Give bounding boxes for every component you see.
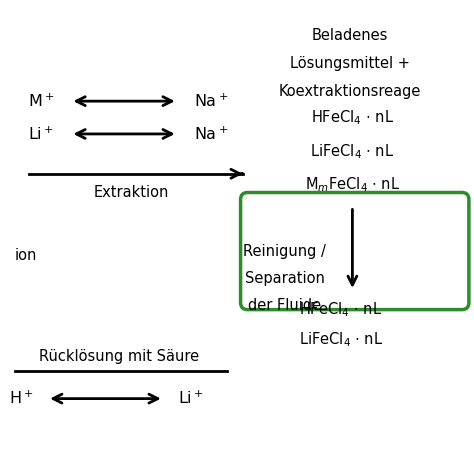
Text: HFeCl$_4$ $\cdot$ nL: HFeCl$_4$ $\cdot$ nL bbox=[311, 108, 394, 127]
Text: Na$^+$: Na$^+$ bbox=[194, 125, 228, 143]
Text: der Fluide: der Fluide bbox=[248, 298, 321, 313]
Text: Rücklösung mit Säure: Rücklösung mit Säure bbox=[39, 349, 200, 364]
Text: Reinigung /: Reinigung / bbox=[244, 244, 326, 258]
Text: Extraktion: Extraktion bbox=[93, 185, 169, 200]
Text: HFeCl$_4$ $\cdot$ nL: HFeCl$_4$ $\cdot$ nL bbox=[299, 300, 382, 319]
Text: Li$^+$: Li$^+$ bbox=[28, 125, 54, 143]
Text: Koextraktionsreage: Koextraktionsreage bbox=[279, 84, 421, 99]
Text: LiFeCl$_4$ $\cdot$ nL: LiFeCl$_4$ $\cdot$ nL bbox=[310, 142, 394, 161]
Text: H$^+$: H$^+$ bbox=[9, 390, 33, 407]
Text: Li$^+$: Li$^+$ bbox=[178, 390, 203, 407]
FancyBboxPatch shape bbox=[241, 192, 469, 310]
Text: M$_m$FeCl$_4$ $\cdot$ nL: M$_m$FeCl$_4$ $\cdot$ nL bbox=[305, 176, 400, 194]
Text: Beladenes: Beladenes bbox=[312, 28, 388, 43]
Text: Lösungsmittel +: Lösungsmittel + bbox=[290, 56, 410, 71]
Text: Na$^+$: Na$^+$ bbox=[194, 92, 228, 110]
Text: Separation: Separation bbox=[245, 271, 325, 286]
Text: LiFeCl$_4$ $\cdot$ nL: LiFeCl$_4$ $\cdot$ nL bbox=[299, 331, 383, 349]
Text: ion: ion bbox=[15, 248, 37, 263]
Text: M$^+$: M$^+$ bbox=[28, 92, 54, 110]
